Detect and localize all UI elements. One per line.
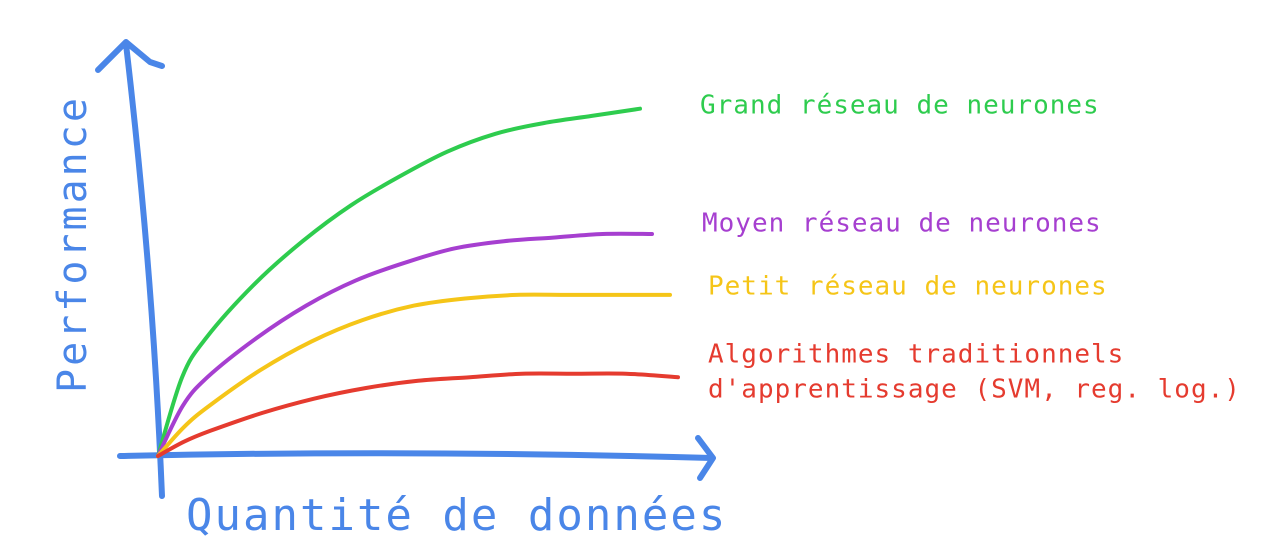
legend-label-traditionnels-line2: d'apprentissage (SVM, reg. log.) [708,375,1241,405]
series-line-moyen [156,231,654,458]
legend-layer: Grand réseau de neurones Moyen réseau de … [700,91,1241,405]
legend-label-moyen: Moyen réseau de neurones [702,209,1102,239]
x-axis-title: Quantité de données [186,490,727,541]
x-axis-arrowhead [695,435,716,481]
y-axis-title: Performance [50,95,96,393]
y-axis-line [123,41,165,499]
x-axis-line [117,450,715,461]
legend-label-petit: Petit réseau de neurones [708,272,1108,302]
series-line-traditionnels [156,371,680,458]
legend-label-grand: Grand réseau de neurones [700,91,1100,121]
series-line-grand [156,106,642,458]
series-layer [156,106,680,458]
legend-label-traditionnels-line1: Algorithmes traditionnels [708,340,1124,370]
y-axis-arrowhead [95,39,165,73]
series-line-petit [156,292,672,458]
